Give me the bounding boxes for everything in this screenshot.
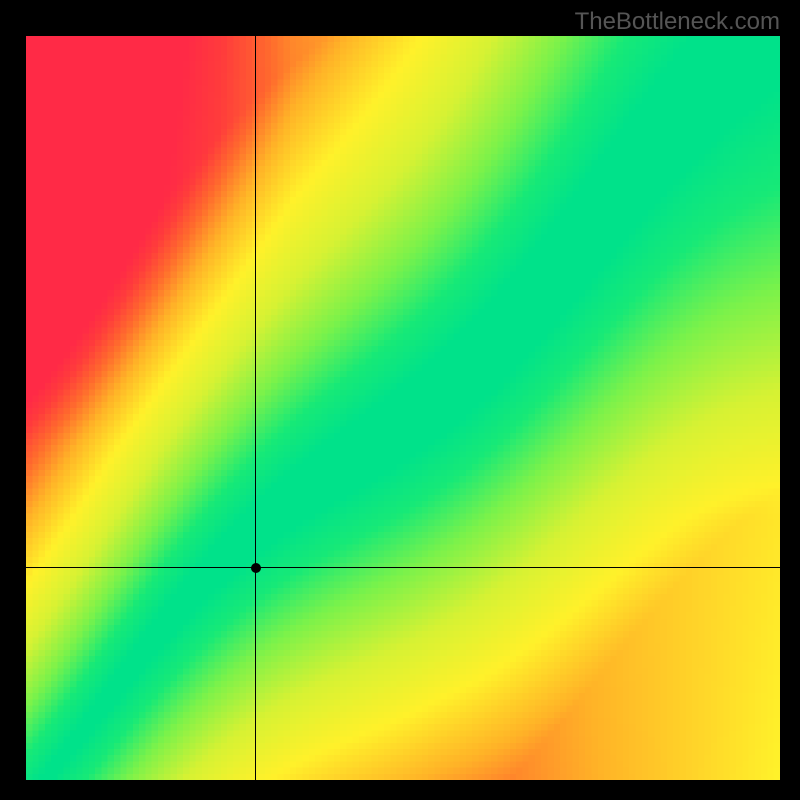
watermark-text: TheBottleneck.com [575, 8, 780, 36]
crosshair-horizontal-line [26, 567, 780, 568]
bottleneck-heatmap [26, 36, 780, 780]
stage: TheBottleneck.com [0, 0, 800, 800]
crosshair-dot [251, 563, 261, 573]
crosshair-vertical-line [255, 36, 256, 780]
